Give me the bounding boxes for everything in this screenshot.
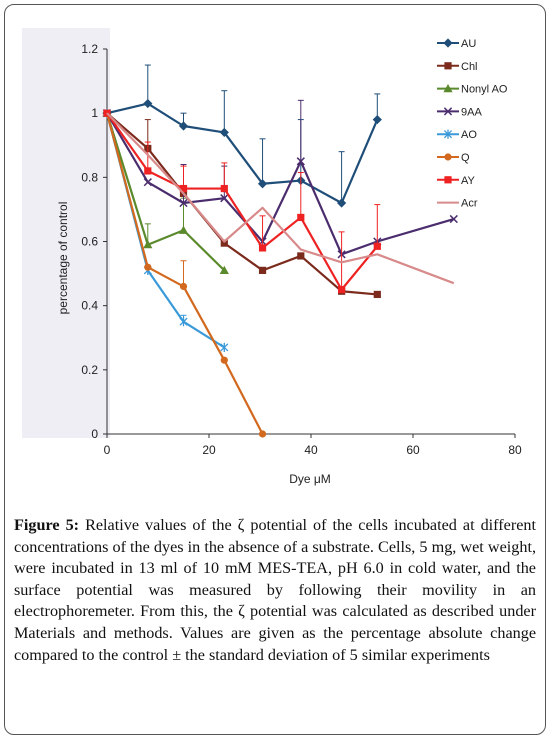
plot-area-shade bbox=[22, 28, 110, 438]
data-point bbox=[338, 286, 346, 294]
x-tick-label: 0 bbox=[104, 443, 111, 457]
data-point bbox=[144, 263, 152, 271]
data-point bbox=[219, 265, 229, 274]
data-point bbox=[220, 184, 228, 193]
legend-label: 9AA bbox=[461, 106, 482, 118]
data-point bbox=[443, 38, 453, 48]
y-tick-label: 1.2 bbox=[81, 42, 98, 56]
legend: AU Chl Nonyl AO 9AA AO Q AY Acr bbox=[437, 38, 508, 210]
legend-label: Q bbox=[461, 152, 470, 164]
data-point bbox=[443, 84, 453, 93]
series-line bbox=[106, 112, 378, 296]
data-point bbox=[220, 194, 229, 203]
data-point bbox=[143, 240, 153, 249]
data-point bbox=[443, 107, 453, 116]
data-point bbox=[144, 167, 152, 175]
data-point bbox=[220, 342, 229, 352]
legend-label: AO bbox=[461, 129, 477, 141]
data-point bbox=[372, 114, 382, 125]
x-tick-label: 60 bbox=[406, 443, 420, 457]
data-point bbox=[444, 153, 452, 161]
legend-label: Acr bbox=[461, 198, 478, 210]
legend-label: Nonyl AO bbox=[461, 84, 508, 96]
legend-label: AY bbox=[461, 175, 476, 187]
legend-item: Acr bbox=[437, 198, 478, 210]
series-line bbox=[106, 112, 379, 291]
x-tick-label: 40 bbox=[304, 443, 318, 457]
legend-label: Chl bbox=[461, 61, 478, 73]
figure-caption: Figure 5: Relative values of the ζ poten… bbox=[14, 515, 536, 666]
data-point bbox=[179, 184, 188, 193]
data-point bbox=[219, 127, 229, 138]
data-point bbox=[444, 62, 452, 70]
data-point bbox=[178, 121, 189, 131]
y-tick-label: 0.8 bbox=[81, 170, 98, 184]
data-point bbox=[178, 225, 189, 234]
data-point bbox=[258, 244, 267, 252]
y-tick-label: 1 bbox=[91, 106, 98, 120]
series-line bbox=[105, 112, 226, 272]
caption-text: Relative values of the ζ potential of th… bbox=[14, 516, 537, 664]
series-line bbox=[106, 112, 455, 285]
legend-label: AU bbox=[461, 38, 476, 50]
x-tick-label: 20 bbox=[202, 443, 216, 457]
y-tick-label: 0.2 bbox=[81, 363, 98, 377]
data-point bbox=[143, 98, 153, 109]
data-point bbox=[179, 198, 188, 208]
series-line bbox=[106, 102, 379, 205]
legend-item: 9AA bbox=[437, 106, 482, 118]
axes: 0 0.2 0.4 0.6 0.8 1 1.2 0 20 40 60 80 bbox=[81, 42, 522, 457]
x-axis-label: Dye μM bbox=[289, 472, 331, 486]
data-point bbox=[257, 179, 268, 189]
data-point bbox=[143, 178, 152, 187]
data-point bbox=[297, 213, 305, 222]
legend-item: AY bbox=[437, 175, 476, 187]
data-point bbox=[179, 317, 188, 327]
data-point bbox=[220, 239, 228, 247]
data-point bbox=[296, 157, 305, 166]
legend-item: AO bbox=[437, 129, 477, 141]
legend-item: AU bbox=[437, 38, 476, 50]
legend-item: Chl bbox=[437, 61, 478, 73]
data-point bbox=[337, 198, 347, 208]
data-point bbox=[179, 282, 188, 291]
data-point bbox=[258, 430, 267, 438]
data-point bbox=[443, 129, 453, 139]
caption-label: Figure 5: bbox=[14, 516, 80, 534]
data-point bbox=[449, 214, 458, 224]
chart: 0 0.2 0.4 0.6 0.8 1 1.2 0 20 40 60 80 AU Chl Nonyl AO… bbox=[22, 28, 522, 486]
series-layer bbox=[102, 64, 458, 438]
legend-item: Q bbox=[437, 152, 470, 164]
legend-item: Nonyl AO bbox=[437, 84, 508, 96]
data-point bbox=[258, 266, 267, 274]
data-point bbox=[297, 252, 305, 260]
y-tick-label: 0 bbox=[91, 427, 98, 441]
y-axis-label: percentage of control bbox=[56, 202, 70, 315]
data-point bbox=[220, 356, 228, 364]
data-point bbox=[373, 242, 381, 250]
data-point bbox=[373, 290, 381, 299]
x-tick-label: 80 bbox=[508, 443, 522, 457]
series-acr bbox=[106, 112, 455, 285]
y-tick-label: 0.4 bbox=[81, 299, 98, 313]
data-point bbox=[444, 176, 452, 184]
y-tick-label: 0.6 bbox=[81, 235, 98, 249]
